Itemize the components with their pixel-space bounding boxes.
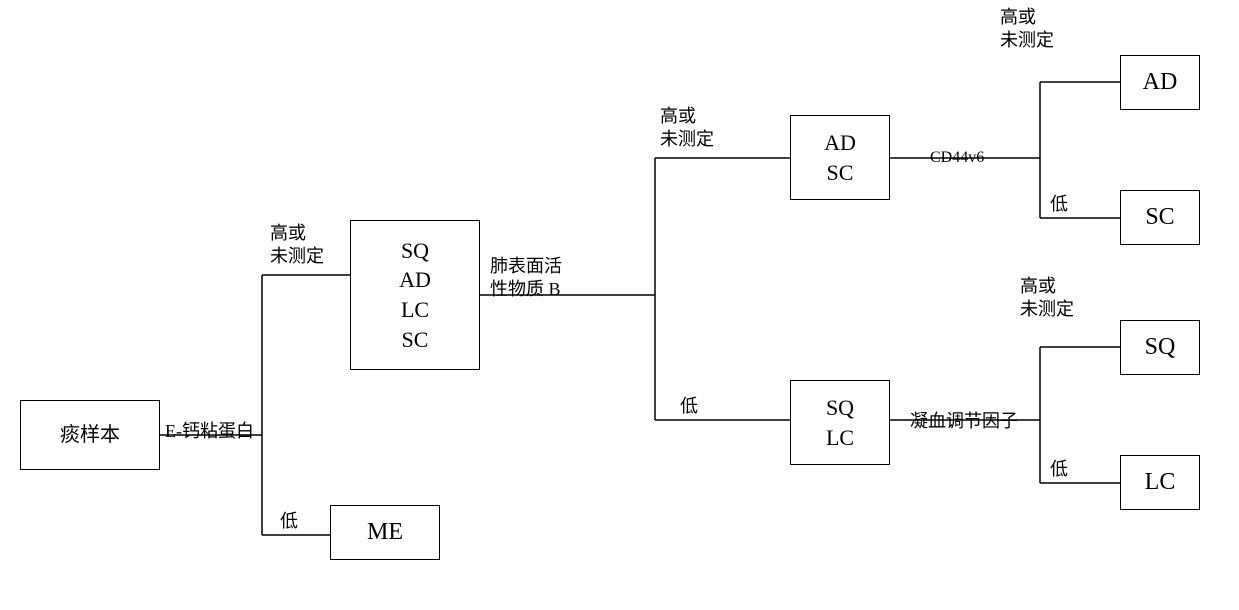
label-cd44v6: CD44v6 (930, 148, 984, 169)
node-ad: AD (1120, 55, 1200, 110)
label-thrombomodulin: 凝血调节因子 (910, 410, 1018, 433)
node-sample: 痰样本 (20, 400, 160, 470)
node-me: ME (330, 505, 440, 560)
label-low-2: 低 (680, 395, 698, 418)
flowchart-canvas: 痰样本 SQ AD LC SC ME AD SC SQ LC AD SC SQ … (0, 0, 1239, 610)
node-sc: SC (1120, 190, 1200, 245)
label-low-4: 低 (1050, 458, 1068, 481)
node-sq-lc: SQ LC (790, 380, 890, 465)
label-high-3: 高或 未测定 (1000, 6, 1054, 53)
label-low-1: 低 (280, 510, 298, 533)
node-ad-sc: AD SC (790, 115, 890, 200)
label-e-cadherin: E-钙粘蛋白 (165, 420, 254, 443)
label-high-1: 高或 未测定 (270, 222, 324, 269)
node-sq: SQ (1120, 320, 1200, 375)
label-surfactant-b: 肺表面活 性物质 B (490, 255, 562, 302)
label-high-2: 高或 未测定 (660, 105, 714, 152)
node-group-sq-ad-lc-sc: SQ AD LC SC (350, 220, 480, 370)
label-low-3: 低 (1050, 193, 1068, 216)
node-lc: LC (1120, 455, 1200, 510)
label-high-4: 高或 未测定 (1020, 275, 1074, 322)
